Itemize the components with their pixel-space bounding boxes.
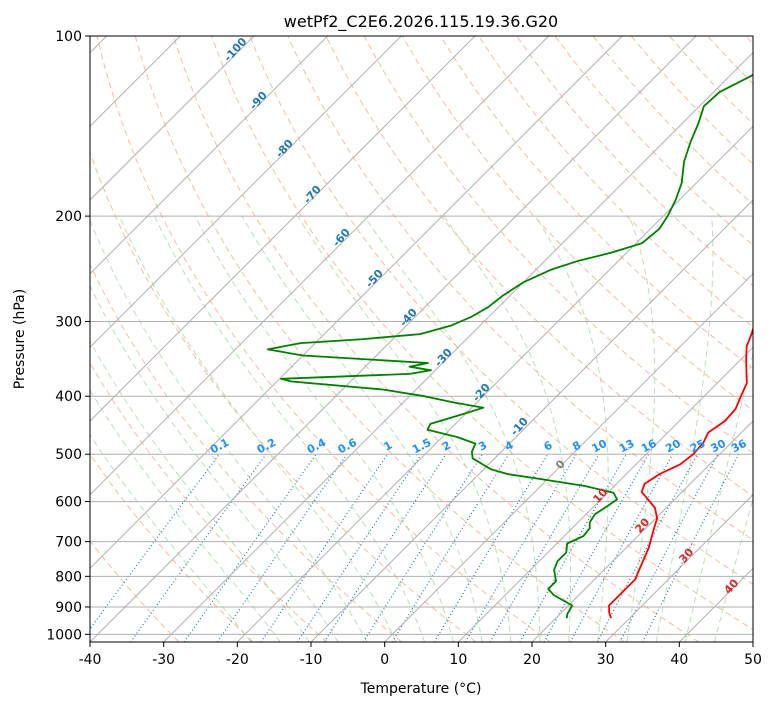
isotherm-line xyxy=(90,36,402,349)
mixing-ratio-label: 25 xyxy=(688,437,708,456)
mixing-ratio-line xyxy=(183,453,317,642)
mixing-ratio-label: 10 xyxy=(590,437,610,456)
dry-adiabat-line xyxy=(249,36,753,585)
moist-adiabat-line xyxy=(90,219,368,642)
dry-adiabat-line xyxy=(211,36,753,631)
x-tick-label: 20 xyxy=(523,652,541,668)
chart-title: wetPf2_C2E6.2026.115.19.36.G20 xyxy=(284,12,558,32)
isotherm-line xyxy=(90,36,550,496)
dewpoint-line xyxy=(266,73,753,619)
x-tick-label: 10 xyxy=(449,652,467,668)
dry-adiabat-line xyxy=(478,36,753,328)
mixing-ratio-line xyxy=(90,453,220,630)
y-tick-label: 400 xyxy=(55,389,82,405)
mixing-ratio-line xyxy=(464,453,577,642)
isotherm-line xyxy=(384,272,753,642)
mixing-ratio-line xyxy=(596,453,698,642)
isotherm-line xyxy=(310,199,753,642)
mixing-ratio-label: 36 xyxy=(729,437,749,456)
temperature-line xyxy=(608,326,753,619)
x-tick-label: -20 xyxy=(226,652,249,668)
isotherm-line xyxy=(90,36,623,570)
mixing-ratio-label: 16 xyxy=(639,437,659,456)
x-tick-label: 30 xyxy=(597,652,615,668)
x-tick-label: 50 xyxy=(744,652,762,668)
isotherm-line xyxy=(90,36,329,275)
mixing-ratio-label: 13 xyxy=(617,437,637,456)
moist-adiabat-line xyxy=(655,216,714,642)
mixing-ratio-line xyxy=(569,453,674,642)
mixing-ratio-line xyxy=(323,453,447,642)
moist-adiabat-line xyxy=(363,215,541,642)
x-tick-label: -40 xyxy=(79,652,102,668)
y-tick-label: 1000 xyxy=(46,627,82,643)
moist-adiabat-line xyxy=(443,215,572,642)
moist-adiabat-line xyxy=(90,284,339,642)
y-tick-label: 500 xyxy=(55,447,82,463)
dry-adiabat-line xyxy=(439,36,753,369)
dry-adiabat-line xyxy=(90,263,403,642)
mixing-ratio-line xyxy=(543,453,650,642)
y-tick-label: 900 xyxy=(55,600,82,616)
y-tick-label: 800 xyxy=(55,569,82,585)
x-tick-label: 40 xyxy=(670,652,688,668)
moist-adiabat-line xyxy=(118,215,397,642)
mixing-ratio-line xyxy=(216,453,348,642)
mixing-ratio-label: 20 xyxy=(663,437,683,456)
x-tick-label: -30 xyxy=(152,652,175,668)
mixing-ratio-label: 30 xyxy=(708,437,728,456)
isotherm-line xyxy=(90,36,476,422)
dry-adiabat-line xyxy=(172,36,700,642)
moist-adiabat-line xyxy=(241,215,483,642)
y-tick-label: 100 xyxy=(55,29,82,45)
moist-adiabat-line xyxy=(90,433,252,642)
x-axis-label: Temperature (°C) xyxy=(360,681,482,697)
isotherm-line xyxy=(236,125,753,642)
plot-frame xyxy=(89,35,754,643)
dry-adiabat-line xyxy=(325,36,753,497)
y-tick-label: 200 xyxy=(55,209,82,225)
dry-adiabat-line xyxy=(90,150,477,642)
y-tick-label: 700 xyxy=(55,535,82,551)
dry-adiabat-line xyxy=(363,36,753,454)
y-tick-label: 600 xyxy=(55,495,82,511)
dry-adiabat-line xyxy=(90,453,254,642)
moist-adiabat-line xyxy=(626,215,656,642)
dry-adiabat-line xyxy=(287,36,753,541)
moist-adiabat-line xyxy=(90,389,281,642)
moist-adiabat-line xyxy=(535,215,609,642)
isotherm-line xyxy=(605,493,753,642)
x-tick-label: -10 xyxy=(300,652,323,668)
dry-adiabat-line xyxy=(96,36,551,642)
dry-adiabat-line xyxy=(401,36,753,411)
dry-adiabat-line xyxy=(90,362,328,642)
moist-adiabat-line xyxy=(154,215,426,642)
mixing-ratio-line xyxy=(519,453,627,642)
mixing-ratio-line xyxy=(362,453,483,642)
dry-adiabat-line xyxy=(516,36,753,287)
isotherm-line xyxy=(457,346,753,642)
moist-adiabat-line xyxy=(90,340,310,642)
isotherm-line xyxy=(531,420,753,642)
mixing-ratio-line xyxy=(260,453,389,642)
y-tick-label: 300 xyxy=(55,314,82,330)
y-axis-label: Pressure (hPa) xyxy=(12,289,28,389)
x-tick-label: 0 xyxy=(380,652,389,668)
isotherm-line xyxy=(90,36,697,642)
isotherm-line xyxy=(163,51,753,642)
isotherm-line xyxy=(90,36,255,201)
